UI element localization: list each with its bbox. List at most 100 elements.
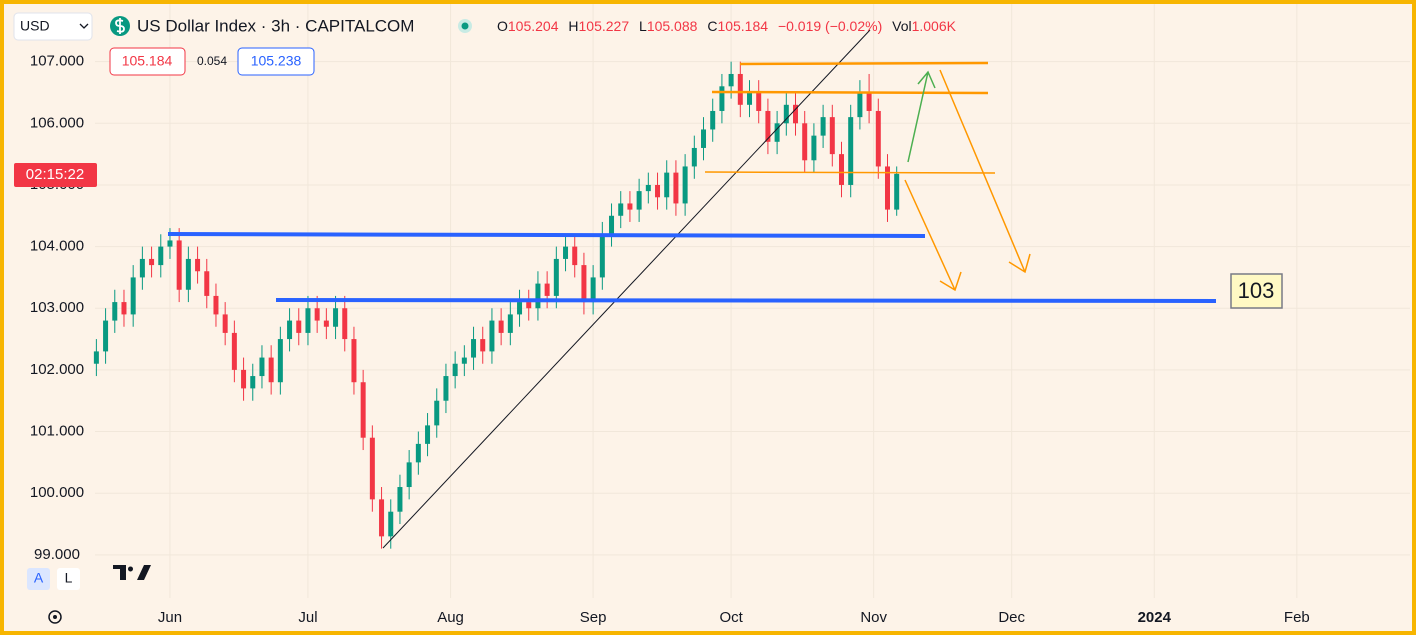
- candle-body: [756, 92, 762, 111]
- candle-body: [802, 123, 808, 161]
- candle-body: [627, 203, 633, 210]
- x-tick-label: Sep: [580, 609, 607, 626]
- candle-body: [471, 339, 477, 358]
- candle-body: [287, 320, 293, 340]
- legend-key: H: [568, 18, 578, 34]
- candle-body: [103, 320, 109, 352]
- x-tick-label: Jun: [158, 609, 182, 626]
- ohlc-legend: O105.204 H105.227 L105.088 C105.184 −0.0…: [497, 18, 957, 34]
- x-tick-label: Nov: [860, 609, 887, 626]
- y-tick-label: 107.000: [30, 53, 84, 70]
- candle-body: [691, 147, 697, 167]
- candle-body: [710, 110, 716, 130]
- candle-body: [498, 320, 504, 333]
- candle-body: [241, 369, 247, 389]
- resistance-line: [739, 61, 989, 66]
- log-scale-button[interactable]: [57, 568, 80, 590]
- drawings: 103: [167, 29, 1283, 549]
- candle-body: [130, 277, 136, 315]
- y-tick-label: 101.000: [30, 423, 84, 440]
- candle-body: [839, 154, 845, 185]
- candle-body: [645, 184, 651, 192]
- x-tick-label: Oct: [719, 609, 743, 626]
- candle-body: [737, 73, 743, 105]
- symbol-title: US Dollar Index · 3h · CAPITALCOM: [137, 16, 414, 35]
- up-arrow: [907, 70, 936, 163]
- candle-body: [701, 129, 707, 148]
- candle-body: [176, 240, 182, 290]
- candle-body: [664, 172, 670, 198]
- dollar-glyph: [115, 18, 125, 34]
- candle-body: [425, 425, 431, 444]
- candle-body: [517, 302, 523, 315]
- candle-body: [185, 258, 191, 290]
- currency: USD: [20, 18, 50, 34]
- candle-body: [682, 166, 688, 204]
- candle-body: [139, 258, 145, 278]
- legend-key: O: [497, 18, 508, 34]
- scale-button-label: L: [65, 570, 73, 586]
- y-tick-label: 99.000: [34, 546, 80, 563]
- legend-value: 105.227: [579, 18, 630, 34]
- down-arrow: [939, 69, 1031, 274]
- candle-body: [351, 339, 357, 383]
- candle-body: [480, 339, 486, 352]
- candle-body: [121, 302, 127, 315]
- candle-body: [765, 110, 771, 142]
- candle-body: [811, 135, 817, 161]
- candle-body: [783, 104, 789, 124]
- candle-body: [397, 487, 403, 512]
- candle-body: [369, 437, 375, 500]
- candle-body: [158, 246, 164, 266]
- candle-body: [167, 240, 173, 247]
- candle-body: [655, 184, 661, 198]
- candle-body: [93, 351, 99, 364]
- status-dot: [461, 22, 469, 30]
- candle-body: [848, 117, 854, 185]
- support-line: [275, 298, 1217, 303]
- candle-body: [535, 283, 541, 309]
- candle-body: [443, 376, 449, 401]
- candle-body: [673, 172, 679, 204]
- axes: 99.000 100.000 101.000 102.000 103.000 104.00…: [30, 53, 1310, 626]
- buy-button[interactable]: [237, 47, 315, 76]
- candle-body: [195, 258, 201, 272]
- candle-body: [489, 320, 495, 352]
- candle-body: [250, 376, 256, 389]
- countdown-box: [14, 163, 97, 187]
- candle-body: [149, 258, 155, 266]
- candle-body: [793, 104, 799, 124]
- candle-body: [829, 117, 835, 155]
- sell-button[interactable]: [109, 47, 186, 76]
- candle-body: [379, 499, 385, 537]
- x-tick-label: 2024: [1138, 609, 1172, 626]
- legend-value: 105.088: [647, 18, 698, 34]
- candle-body: [544, 283, 550, 296]
- dropdown-icon: [79, 23, 89, 29]
- candle-body: [305, 308, 311, 333]
- legend-value: 105.184: [717, 18, 768, 34]
- legend-value: 1.006K: [912, 18, 957, 34]
- x-tick-label: Jul: [298, 609, 317, 626]
- down-arrow: [904, 179, 962, 292]
- candle-body: [866, 92, 872, 111]
- candle-body: [590, 277, 596, 303]
- candle-body: [572, 246, 578, 266]
- legend-value: 105.204: [508, 18, 559, 34]
- currency-select[interactable]: [13, 12, 93, 41]
- candle-body: [728, 73, 734, 87]
- trend-line: [382, 29, 871, 549]
- auto-scale-button[interactable]: [27, 568, 50, 590]
- settings-icon[interactable]: [48, 610, 62, 624]
- y-tick-label: 100.000: [30, 484, 84, 501]
- x-tick-label: Dec: [998, 609, 1025, 626]
- candle-body: [314, 308, 320, 321]
- candle-body: [388, 511, 394, 537]
- y-tick-label: 106.000: [30, 114, 84, 131]
- x-tick-label: Aug: [437, 609, 464, 626]
- scale-button-label: A: [34, 570, 44, 586]
